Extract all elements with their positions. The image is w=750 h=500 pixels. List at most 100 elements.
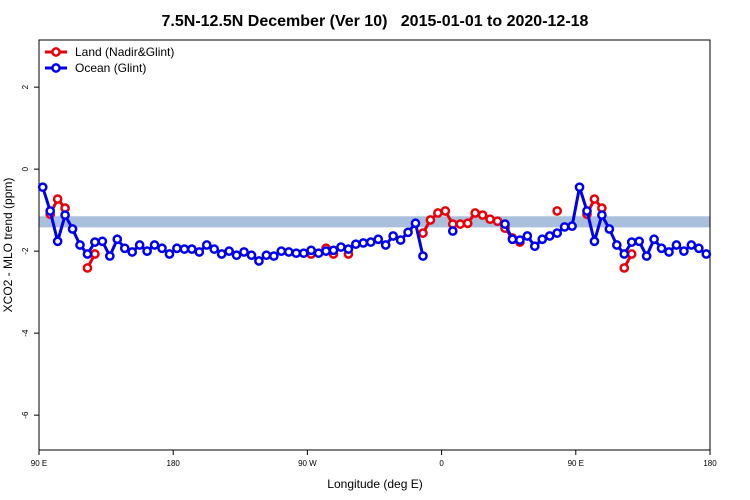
- data-point: [589, 194, 600, 204]
- x-tick-label: 90 E: [31, 459, 47, 468]
- data-point: [567, 221, 577, 231]
- data-point: [559, 222, 570, 232]
- data-point: [283, 247, 294, 257]
- series-line: [503, 185, 708, 258]
- data-point: [97, 236, 108, 247]
- data-point: [597, 210, 607, 220]
- data-point: [104, 251, 115, 261]
- data-point: [201, 240, 212, 250]
- data-point: [172, 243, 182, 254]
- data-point: [67, 224, 78, 234]
- data-point: [649, 234, 659, 245]
- data-point: [656, 243, 667, 254]
- data-point: [291, 248, 302, 259]
- data-point: [60, 210, 70, 220]
- data-point: [90, 237, 100, 247]
- x-tick-label: 0: [439, 459, 444, 468]
- chart-title: 7.5N-12.5N December (Ver 10) 2015-01-01 …: [162, 13, 589, 30]
- data-point: [440, 206, 451, 216]
- data-point: [544, 231, 555, 241]
- data-point: [351, 239, 361, 250]
- data-point: [552, 206, 563, 216]
- data-point: [119, 243, 130, 254]
- data-point: [231, 250, 242, 261]
- data-point: [611, 240, 622, 250]
- data-point: [418, 228, 428, 238]
- data-point: [276, 246, 287, 256]
- data-point: [641, 251, 652, 261]
- data-point: [321, 246, 331, 256]
- data-point: [604, 224, 615, 234]
- data-point: [433, 208, 443, 218]
- data-point: [112, 234, 123, 245]
- data-point: [477, 210, 488, 220]
- data-point: [693, 243, 704, 254]
- plot-frame: [38, 39, 711, 451]
- data-point: [343, 244, 354, 254]
- data-point: [127, 247, 138, 257]
- data-point: [418, 251, 428, 261]
- data-point: [336, 242, 346, 252]
- data-point: [634, 236, 645, 247]
- y-tick-label: 0: [21, 166, 30, 171]
- data-point: [164, 249, 175, 259]
- data-point: [679, 246, 689, 256]
- y-tick-label: -2: [21, 247, 30, 255]
- data-point: [686, 240, 697, 250]
- data-point: [45, 206, 56, 216]
- y-tick-label: -4: [21, 329, 30, 337]
- x-tick-label: 180: [703, 459, 717, 468]
- data-point: [425, 215, 436, 225]
- data-point: [500, 219, 510, 229]
- x-tick-label: 90 W: [298, 459, 317, 468]
- legend-marker: [51, 47, 61, 57]
- data-point: [537, 234, 548, 245]
- data-point: [134, 240, 145, 250]
- x-tick-label: 180: [167, 459, 181, 468]
- reference-band: [39, 216, 710, 228]
- data-point: [246, 250, 257, 261]
- data-point: [82, 249, 93, 259]
- data-point: [373, 234, 384, 245]
- data-point: [701, 249, 712, 259]
- data-point: [507, 234, 518, 245]
- data-point: [179, 244, 190, 254]
- data-point: [395, 235, 406, 245]
- data-point: [52, 194, 63, 204]
- data-point: [149, 240, 160, 250]
- data-point: [37, 182, 48, 193]
- data-point: [209, 244, 220, 254]
- data-point: [380, 240, 391, 250]
- data-point: [403, 227, 413, 238]
- data-point: [485, 214, 495, 225]
- data-point: [455, 219, 466, 229]
- data-point: [522, 231, 533, 241]
- data-point: [269, 251, 279, 261]
- data-point: [298, 248, 309, 259]
- data-point: [515, 235, 525, 245]
- y-tick-label: -6: [21, 411, 30, 419]
- data-point: [664, 247, 674, 257]
- data-point: [90, 249, 100, 259]
- data-point: [82, 263, 93, 273]
- data-point: [447, 226, 458, 236]
- data-point: [306, 245, 316, 256]
- data-point: [216, 249, 227, 259]
- data-point: [492, 216, 503, 227]
- data-point: [52, 236, 63, 247]
- data-point: [626, 237, 637, 247]
- data-point: [410, 218, 421, 229]
- data-point: [239, 247, 249, 257]
- y-axis-label: XCO2 - MLO trend (ppm): [1, 178, 15, 313]
- data-point: [388, 231, 398, 241]
- data-point: [574, 182, 585, 193]
- data-point: [254, 256, 264, 266]
- legend-label: Land (Nadir&Glint): [75, 45, 174, 59]
- data-point: [365, 237, 376, 247]
- data-point: [186, 244, 197, 254]
- data-point: [470, 208, 480, 218]
- y-tick-label: 2: [21, 84, 30, 89]
- data-point: [589, 236, 600, 247]
- legend-marker: [51, 63, 61, 73]
